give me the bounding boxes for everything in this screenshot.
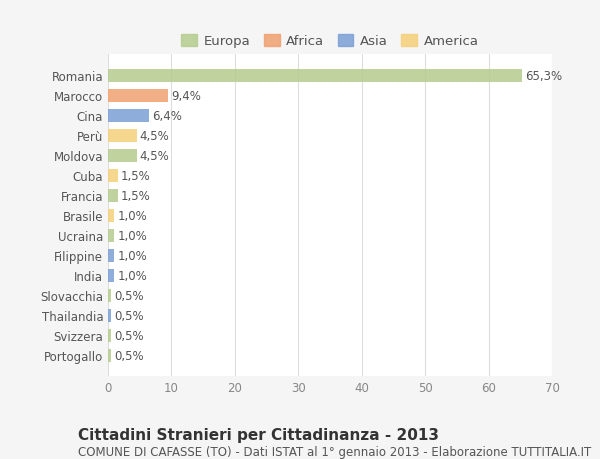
Text: 9,4%: 9,4% <box>171 90 200 103</box>
Bar <box>108 209 115 222</box>
Bar <box>108 309 111 322</box>
Text: 0,5%: 0,5% <box>115 349 144 362</box>
Bar <box>108 329 111 342</box>
Text: 4,5%: 4,5% <box>140 150 169 162</box>
Text: 1,0%: 1,0% <box>118 269 147 282</box>
Legend: Europa, Africa, Asia, America: Europa, Africa, Asia, America <box>176 29 484 53</box>
Text: 6,4%: 6,4% <box>152 110 182 123</box>
Bar <box>108 150 137 162</box>
Text: 1,5%: 1,5% <box>121 189 151 202</box>
Text: 4,5%: 4,5% <box>140 129 169 142</box>
Bar <box>108 349 111 362</box>
Text: 0,5%: 0,5% <box>115 309 144 322</box>
Text: Cittadini Stranieri per Cittadinanza - 2013: Cittadini Stranieri per Cittadinanza - 2… <box>78 427 439 442</box>
Text: 1,0%: 1,0% <box>118 249 147 262</box>
Bar <box>108 90 167 102</box>
Text: 0,5%: 0,5% <box>115 289 144 302</box>
Bar <box>108 110 149 123</box>
Bar <box>108 269 115 282</box>
Bar <box>108 189 118 202</box>
Text: 65,3%: 65,3% <box>526 70 562 83</box>
Text: 0,5%: 0,5% <box>115 329 144 342</box>
Text: 1,0%: 1,0% <box>118 229 147 242</box>
Bar <box>108 249 115 262</box>
Bar <box>108 129 137 142</box>
Text: 1,5%: 1,5% <box>121 169 151 182</box>
Bar <box>108 229 115 242</box>
Bar <box>108 70 522 83</box>
Bar <box>108 289 111 302</box>
Bar <box>108 169 118 182</box>
Text: 1,0%: 1,0% <box>118 209 147 222</box>
Text: COMUNE DI CAFASSE (TO) - Dati ISTAT al 1° gennaio 2013 - Elaborazione TUTTITALIA: COMUNE DI CAFASSE (TO) - Dati ISTAT al 1… <box>78 445 591 458</box>
